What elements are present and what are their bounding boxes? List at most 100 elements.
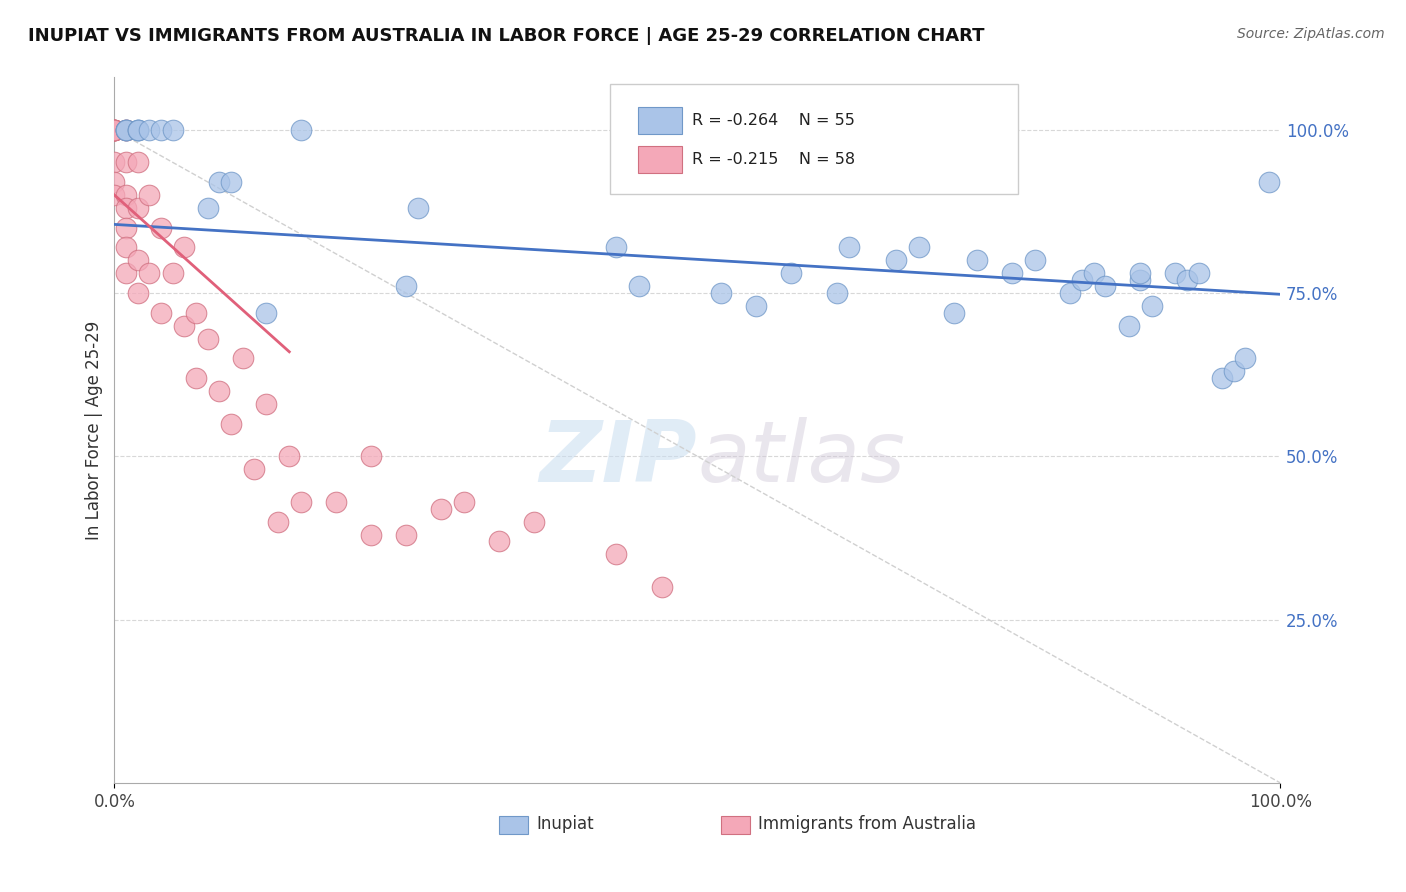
Point (127, 155, 149, 169)
Point (1234, 351, 1257, 366)
Point (103, 122, 125, 136)
Point (219, 175, 242, 189)
Point (406, 201, 429, 215)
Text: ZIP: ZIP (540, 417, 697, 500)
Point (115, 122, 138, 136)
Point (278, 450, 301, 464)
Point (254, 305, 277, 319)
Point (103, 155, 125, 169)
Point (605, 547, 627, 561)
Point (115, 188, 138, 202)
Point (138, 188, 160, 202)
Point (360, 527, 382, 541)
Point (138, 122, 160, 136)
Text: Inupiat: Inupiat (537, 815, 595, 833)
FancyBboxPatch shape (499, 816, 529, 834)
Point (103, 122, 125, 136)
Point (1129, 273, 1152, 287)
Point (150, 122, 173, 136)
Point (254, 397, 277, 411)
Point (115, 266, 138, 280)
Point (103, 188, 125, 202)
Text: atlas: atlas (697, 417, 905, 500)
Point (1140, 299, 1163, 313)
Point (908, 240, 931, 254)
Point (115, 155, 138, 169)
Point (115, 122, 138, 136)
Point (127, 253, 149, 268)
Text: R = -0.264    N = 55: R = -0.264 N = 55 (692, 113, 855, 128)
Point (197, 332, 219, 346)
Point (127, 122, 149, 136)
Point (103, 122, 125, 136)
Point (825, 285, 848, 300)
Point (103, 175, 125, 189)
Point (162, 266, 184, 280)
FancyBboxPatch shape (638, 107, 682, 134)
Point (1164, 266, 1187, 280)
Point (138, 266, 160, 280)
Point (395, 279, 418, 293)
Text: INUPIAT VS IMMIGRANTS FROM AUSTRALIA IN LABOR FORCE | AGE 25-29 CORRELATION CHAR: INUPIAT VS IMMIGRANTS FROM AUSTRALIA IN … (28, 27, 984, 45)
Point (1175, 273, 1198, 287)
Point (1222, 364, 1244, 378)
Point (127, 122, 149, 136)
Point (197, 201, 219, 215)
Point (103, 122, 125, 136)
Point (1118, 318, 1140, 333)
Point (103, 122, 125, 136)
Point (115, 201, 138, 215)
Point (395, 527, 418, 541)
Point (162, 122, 184, 136)
Point (1083, 266, 1105, 280)
Point (1071, 273, 1094, 287)
Point (710, 285, 733, 300)
Point (605, 240, 627, 254)
Point (1188, 266, 1211, 280)
Point (208, 175, 231, 189)
Point (103, 122, 125, 136)
Y-axis label: In Labor Force | Age 25-29: In Labor Force | Age 25-29 (86, 320, 103, 540)
Point (1059, 285, 1081, 300)
Point (651, 580, 673, 594)
Point (966, 253, 988, 268)
Point (430, 501, 453, 516)
Point (219, 417, 242, 431)
Point (1211, 371, 1233, 385)
Point (744, 299, 766, 313)
Text: R = -0.215    N = 58: R = -0.215 N = 58 (692, 152, 855, 167)
Point (1129, 266, 1152, 280)
Point (115, 122, 138, 136)
Point (243, 462, 266, 476)
Point (488, 534, 510, 549)
Point (523, 515, 546, 529)
Point (103, 122, 125, 136)
Point (942, 305, 965, 319)
Point (184, 371, 207, 385)
Point (232, 351, 254, 366)
Point (453, 495, 475, 509)
Point (173, 318, 195, 333)
Point (290, 495, 312, 509)
FancyBboxPatch shape (610, 85, 1018, 194)
Point (115, 122, 138, 136)
Point (115, 240, 138, 254)
Point (360, 450, 382, 464)
Point (127, 122, 149, 136)
Point (266, 515, 288, 529)
Point (115, 220, 138, 235)
Point (127, 285, 149, 300)
Point (1024, 253, 1046, 268)
Point (290, 122, 312, 136)
Point (208, 384, 231, 398)
Point (184, 305, 207, 319)
Point (173, 240, 195, 254)
Point (1001, 266, 1024, 280)
Point (884, 253, 907, 268)
Point (838, 240, 860, 254)
Point (127, 201, 149, 215)
Point (115, 122, 138, 136)
Point (779, 266, 801, 280)
FancyBboxPatch shape (638, 146, 682, 173)
Point (1257, 175, 1279, 189)
